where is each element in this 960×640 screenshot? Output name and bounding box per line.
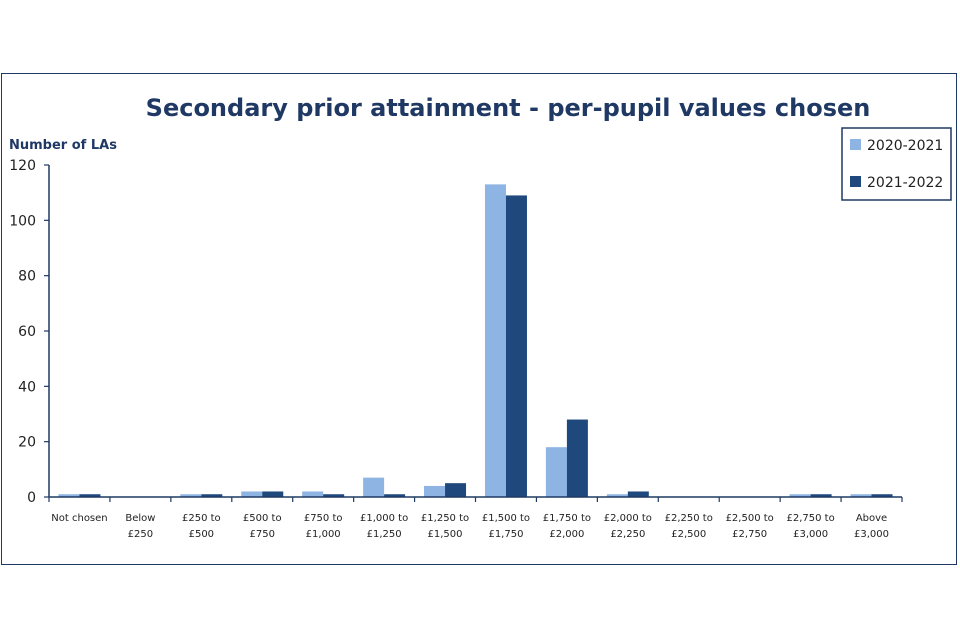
x-tick-label: £2,000 to £2,250 — [604, 513, 652, 540]
legend: 2020-2021 2021-2022 — [841, 127, 952, 201]
bar-2020-2021-7 — [484, 184, 506, 497]
bar-2021-2022-8 — [566, 419, 588, 497]
y-tick-label: 20 — [18, 435, 36, 451]
bar-2020-2021-8 — [545, 447, 567, 497]
y-tick-label: 60 — [18, 324, 36, 340]
bar-2020-2021-12 — [789, 494, 811, 497]
bar-2020-2021-6 — [424, 485, 446, 497]
bar-2020-2021-13 — [850, 494, 872, 497]
x-tick-label: £2,500 to £2,750 — [726, 513, 774, 540]
chart-title: Secondary prior attainment - per-pupil v… — [146, 94, 871, 122]
y-tick-label: 120 — [9, 158, 36, 174]
x-tick-label: £2,750 to £3,000 — [786, 513, 834, 540]
y-tick-label: 100 — [9, 213, 36, 229]
bar-2021-2022-7 — [505, 195, 527, 497]
bar-2021-2022-4 — [323, 494, 345, 497]
bar-2020-2021-9 — [606, 494, 628, 497]
y-axis-label: Number of LAs — [9, 138, 117, 153]
x-tick-label: Below £250 — [125, 513, 155, 540]
bar-2021-2022-3 — [262, 491, 284, 497]
legend-swatch — [850, 139, 861, 150]
bar-chart: Secondary prior attainment - per-pupil v… — [9, 94, 952, 540]
bar-2021-2022-13 — [871, 494, 893, 497]
x-tick-label: £500 to £750 — [243, 513, 282, 540]
bar-2020-2021-4 — [302, 491, 324, 497]
bar-2021-2022-0 — [79, 494, 101, 497]
bars — [58, 184, 893, 497]
y-tick-label: 40 — [18, 379, 36, 395]
bar-2020-2021-3 — [241, 491, 263, 497]
x-tick-label: £1,250 to £1,500 — [421, 513, 469, 540]
bar-2021-2022-9 — [627, 491, 649, 497]
legend-label: 2021-2022 — [867, 175, 943, 191]
bar-2021-2022-2 — [201, 494, 223, 497]
x-tick-label: Above £3,000 — [854, 513, 889, 540]
y-tick-label: 0 — [27, 490, 36, 506]
x-tick-label: £2,250 to £2,500 — [665, 513, 713, 540]
x-tick-label: £1,750 to £2,000 — [543, 513, 591, 540]
bar-2021-2022-6 — [445, 483, 467, 497]
bar-2020-2021-0 — [58, 494, 80, 497]
x-tick-label: £1,000 to £1,250 — [360, 513, 408, 540]
chart-frame: Secondary prior attainment - per-pupil v… — [1, 73, 957, 565]
y-tick-label: 80 — [18, 269, 36, 285]
x-tick-label: £1,500 to £1,750 — [482, 513, 530, 540]
bar-2020-2021-2 — [180, 494, 202, 497]
bar-2021-2022-12 — [810, 494, 832, 497]
x-tick-label: £250 to £500 — [182, 513, 221, 540]
x-axis: Not chosen Below £250 £250 to £500 £500 to £75… — [48, 496, 903, 540]
bar-2021-2022-5 — [384, 494, 406, 497]
x-tick-label: £750 to £1,000 — [304, 513, 343, 540]
bar-2020-2021-5 — [363, 477, 385, 497]
y-axis: 0 20 40 60 80 100 120 — [9, 158, 50, 506]
legend-swatch — [850, 176, 861, 187]
legend-label: 2020-2021 — [867, 138, 943, 154]
x-tick-label: Not chosen — [51, 513, 107, 524]
